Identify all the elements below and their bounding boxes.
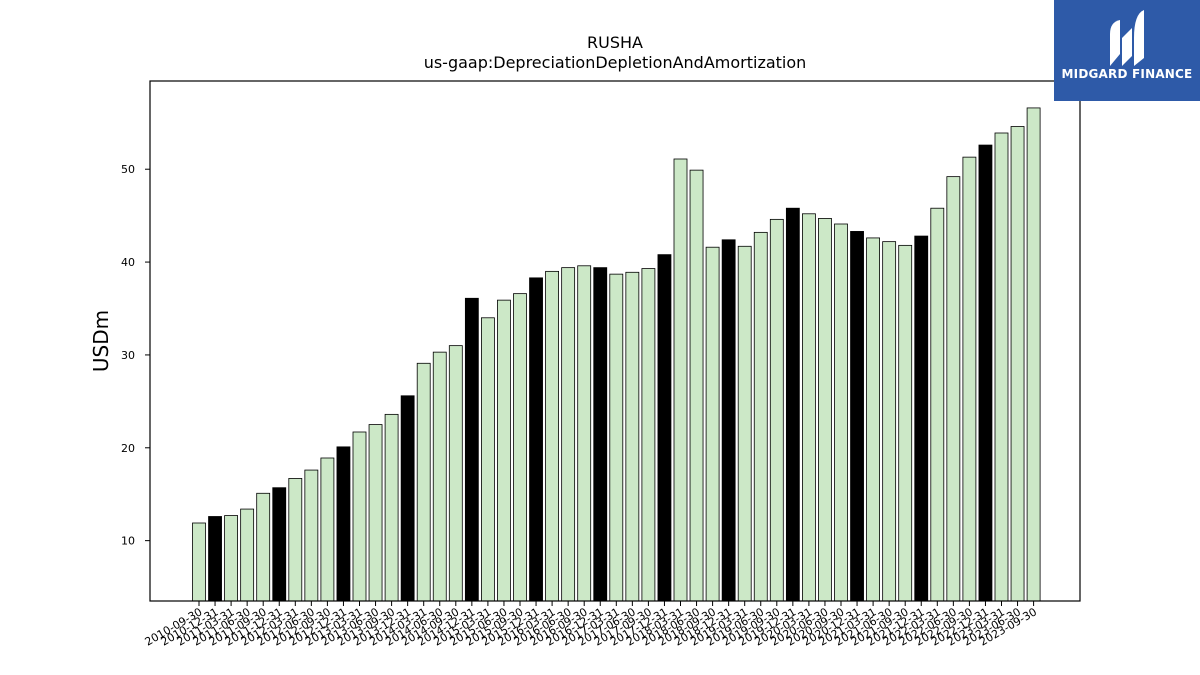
bar-2011-06-30	[240, 508, 255, 602]
bar-group	[192, 107, 1041, 602]
chart-subtitle: us-gaap:DepreciationDepletionAndAmortiza…	[424, 53, 807, 72]
bar-2011-03-31	[224, 515, 239, 602]
bar-2018-12-31	[721, 239, 736, 602]
bar-2015-09-30	[513, 293, 527, 602]
bar-2019-03-31	[737, 245, 752, 602]
logo-text: MIDGARD FINANCE	[1061, 67, 1193, 81]
bar-2012-03-31	[288, 478, 303, 602]
bar-2012-06-30	[304, 469, 319, 602]
bar-2013-09-30	[384, 413, 399, 602]
bar-2014-09-30	[448, 345, 463, 602]
bar-2017-09-30	[641, 268, 656, 602]
bar-2018-03-31	[673, 158, 688, 602]
bar-2021-12-31	[914, 235, 929, 602]
bar-2015-03-31	[480, 317, 495, 602]
bar-2021-09-30	[898, 244, 913, 602]
bar-2015-06-30	[497, 299, 511, 602]
bar-2016-12-31	[593, 267, 608, 602]
bar-2021-03-31	[866, 237, 880, 602]
bar-2016-03-31	[545, 270, 559, 602]
bar-2019-12-31	[785, 207, 800, 602]
bar-2010-12-31	[208, 516, 222, 602]
bar-2013-06-30	[368, 424, 383, 602]
bar-2014-12-31	[464, 297, 479, 602]
bar-2023-09-30	[1026, 107, 1041, 602]
bar-2011-12-31	[272, 487, 287, 602]
y-tick-label: 30	[121, 349, 135, 362]
bar-2022-12-31	[978, 144, 993, 602]
logo-mark-icon	[1110, 10, 1144, 66]
bar-2015-12-31	[529, 277, 543, 602]
bar-2010-09-30	[192, 522, 206, 602]
brand-logo: MIDGARD FINANCE	[1054, 0, 1200, 101]
bar-2012-12-31	[336, 446, 351, 602]
bar-2019-09-30	[769, 218, 784, 602]
x-axis-ticks: 2010-09-302010-12-312011-03-312011-06-30…	[143, 601, 1039, 649]
bar-2017-03-31	[609, 273, 624, 602]
bar-2013-03-31	[352, 431, 367, 602]
bar-2011-09-30	[256, 492, 271, 602]
bar-2014-06-30	[432, 351, 447, 602]
y-tick-label: 50	[121, 163, 135, 176]
bar-2022-06-30	[946, 176, 961, 602]
bar-2022-03-31	[930, 207, 945, 602]
bar-2020-12-31	[850, 231, 864, 602]
bar-2023-03-31	[994, 132, 1009, 602]
bar-2012-09-30	[320, 457, 335, 602]
bar-2017-12-31	[657, 254, 672, 602]
y-tick-label: 40	[121, 256, 135, 269]
bar-2016-06-30	[561, 267, 576, 602]
bar-2020-06-30	[818, 218, 832, 602]
bar-2022-09-30	[962, 156, 977, 602]
y-axis-label: USDm	[89, 310, 113, 372]
plot-frame	[149, 80, 1081, 602]
bar-2023-06-30	[1010, 126, 1025, 602]
chart-title: RUSHA	[587, 33, 643, 52]
bar-2017-06-30	[625, 271, 640, 602]
bar-2020-09-30	[834, 223, 848, 602]
bar-2019-06-30	[753, 231, 768, 602]
bar-2014-03-31	[416, 362, 431, 602]
bar-2016-09-30	[577, 265, 592, 602]
y-axis-ticks: 10 20 30 40 50	[121, 163, 150, 548]
y-tick-label: 10	[121, 535, 135, 548]
bar-2018-06-30	[689, 169, 704, 602]
bar-2020-03-31	[802, 213, 816, 602]
bar-2013-12-31	[400, 395, 415, 602]
bar-2018-09-30	[705, 246, 720, 602]
y-tick-label: 20	[121, 442, 135, 455]
bar-2021-06-30	[882, 241, 897, 602]
